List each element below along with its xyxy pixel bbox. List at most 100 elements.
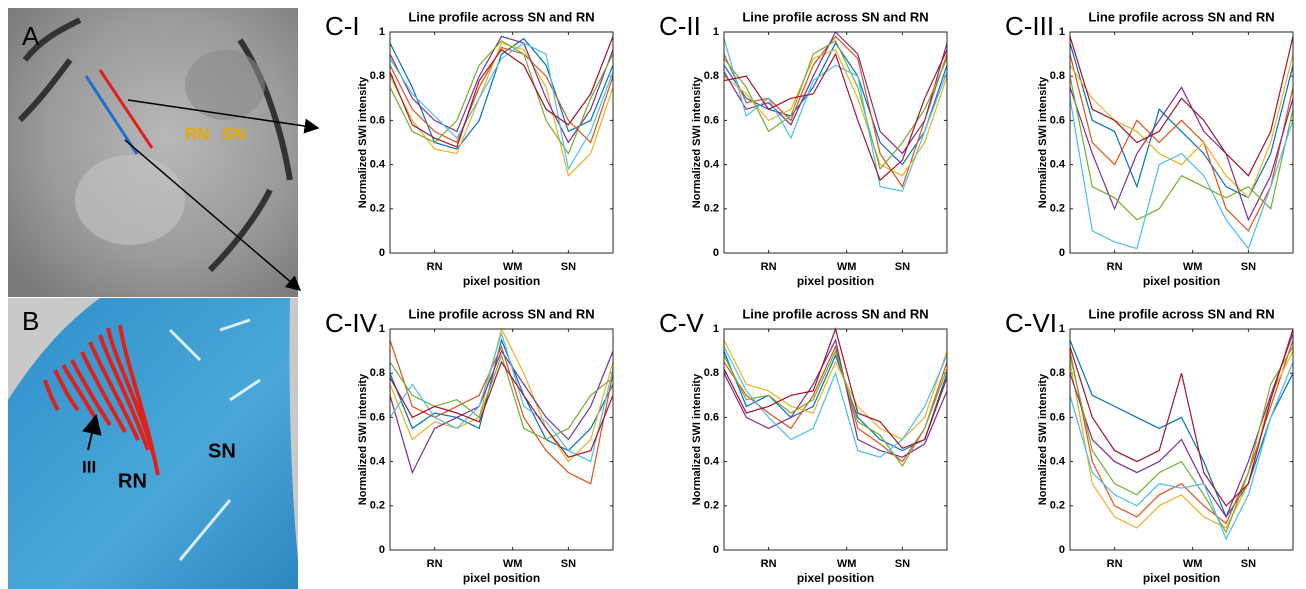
annotation: SN — [222, 124, 246, 143]
plot-frame — [723, 328, 948, 551]
x-axis-label: pixel position — [797, 571, 874, 585]
y-tick-label: 0.8 — [704, 70, 719, 82]
x-tick-label: WM — [837, 261, 857, 273]
data-line — [389, 46, 614, 144]
y-tick-label: 0 — [379, 247, 385, 259]
data-line — [723, 38, 948, 192]
panel-label: B — [22, 306, 39, 336]
panel-label: A — [22, 21, 40, 51]
annotation: RN — [185, 124, 210, 143]
y-tick-label: 0 — [713, 544, 719, 556]
data-line — [723, 48, 948, 177]
data-line — [1069, 361, 1294, 541]
data-line — [723, 41, 948, 166]
chart-panel: C-VI Line profile across SN and RN Normali… — [1005, 306, 1294, 585]
y-tick-label: 0.6 — [704, 114, 719, 126]
data-line — [389, 360, 614, 458]
x-tick-label: RN — [1107, 261, 1123, 273]
panel-label: C-V — [659, 308, 704, 338]
panel-b: B III RN SN — [8, 298, 298, 589]
x-axis-label: pixel position — [797, 274, 874, 288]
y-tick-label: 0.2 — [370, 203, 385, 215]
x-tick-label: SN — [1241, 261, 1256, 273]
y-tick-label: 0.4 — [1050, 159, 1066, 171]
x-tick-label: WM — [503, 261, 523, 273]
y-tick-label: 1 — [713, 26, 719, 38]
x-tick-label: SN — [895, 261, 910, 273]
dark-vessel — [17, 17, 293, 273]
data-line — [1069, 36, 1294, 177]
y-axis-label: Normalized SWI intensity — [1037, 373, 1049, 505]
y-axis-label: Normalized SWI intensity — [1037, 76, 1049, 208]
y-tick-label: 1 — [713, 323, 719, 335]
data-line — [723, 35, 948, 189]
x-tick-label: SN — [561, 558, 576, 570]
y-tick-label: 0.8 — [1050, 70, 1065, 82]
chart-panel: C-IV Line profile across SN and RN Normali… — [325, 306, 614, 585]
y-axis-label: Normalized SWI intensity — [691, 373, 703, 505]
panel-label: C-III — [1005, 11, 1054, 41]
x-tick-label: RN — [761, 558, 777, 570]
chart-panel: C-V Line profile across SN and RN Normaliz… — [659, 306, 948, 585]
data-line — [389, 331, 614, 463]
plot-frame — [1069, 328, 1294, 551]
y-tick-label: 0.8 — [370, 367, 385, 379]
annotation: SN — [208, 440, 236, 462]
plot-frame — [389, 328, 614, 551]
data-line — [1069, 328, 1294, 507]
y-tick-label: 0.6 — [704, 411, 719, 423]
chart-title: Line profile across SN and RN — [1088, 9, 1274, 24]
plot-frame — [389, 31, 614, 254]
chart-title: Line profile across SN and RN — [408, 9, 594, 24]
y-tick-label: 0.2 — [704, 203, 719, 215]
background-region — [8, 298, 100, 400]
chart-panel: C-II Line profile across SN and RN Normali… — [659, 9, 948, 288]
profile-line-red — [98, 69, 154, 149]
y-axis-label: Normalized SWI intensity — [357, 373, 369, 505]
data-line — [389, 37, 614, 150]
vessel — [168, 318, 261, 561]
x-tick-label: RN — [427, 558, 443, 570]
y-tick-label: 0.2 — [370, 500, 385, 512]
data-line — [389, 353, 614, 441]
data-line — [723, 339, 948, 441]
arrow — [82, 414, 102, 451]
panel-a: A RN SN — [8, 8, 320, 297]
chart-panel: C-III Line profile across SN and RN Normal… — [1005, 9, 1294, 288]
data-line — [723, 49, 948, 182]
y-tick-label: 0.8 — [370, 70, 385, 82]
data-line — [389, 42, 614, 171]
data-line — [1069, 86, 1294, 222]
y-tick-label: 0.4 — [704, 456, 720, 468]
y-tick-label: 0.2 — [1050, 500, 1065, 512]
panel-label: C-II — [659, 11, 701, 41]
y-axis-label: Normalized SWI intensity — [357, 76, 369, 208]
y-tick-label: 0.4 — [704, 159, 720, 171]
data-line — [1069, 98, 1294, 250]
data-line — [723, 338, 948, 458]
plot-frame — [723, 31, 948, 254]
data-line — [1069, 53, 1294, 199]
y-tick-label: 1 — [1059, 323, 1065, 335]
profile-line-blue — [84, 75, 139, 155]
x-tick-label: RN — [1107, 558, 1123, 570]
y-tick-label: 0.2 — [1050, 203, 1065, 215]
y-tick-label: 0 — [1059, 247, 1065, 259]
plot-frame — [1069, 31, 1294, 254]
panel-label: C-I — [325, 11, 360, 41]
y-tick-label: 0.6 — [370, 114, 385, 126]
y-tick-label: 1 — [379, 26, 385, 38]
background-region — [289, 298, 298, 560]
y-tick-label: 0.4 — [1050, 456, 1066, 468]
x-tick-label: WM — [837, 558, 857, 570]
y-tick-label: 0.8 — [1050, 367, 1065, 379]
x-tick-label: RN — [761, 261, 777, 273]
y-tick-label: 0.8 — [704, 367, 719, 379]
profile-lines — [43, 324, 160, 476]
y-tick-label: 0 — [713, 247, 719, 259]
data-line — [723, 344, 948, 463]
histology-image — [8, 298, 298, 589]
data-line — [1069, 42, 1294, 199]
data-line — [1069, 339, 1294, 519]
